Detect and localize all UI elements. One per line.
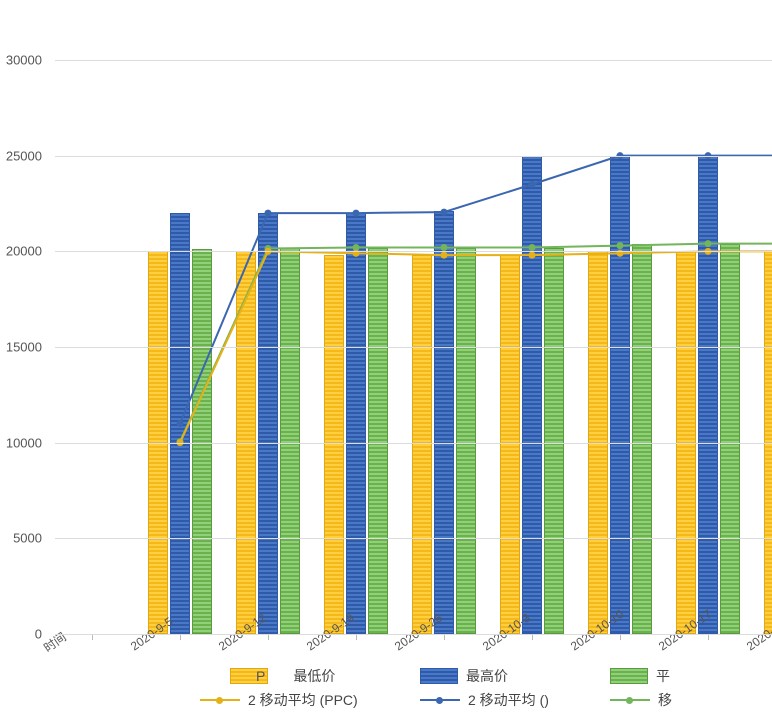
legend-item-low: P 最低价 <box>230 664 335 688</box>
legend-label-ma-high: 2 移动平均 () <box>468 690 549 710</box>
y-tick-label: 10000 <box>6 435 42 450</box>
legend-row-1: P 最低价 最高价 平 <box>190 664 772 688</box>
y-tick-label: 5000 <box>13 531 42 546</box>
y-tick-label: 25000 <box>6 148 42 163</box>
line-ma-avg-marker <box>529 244 536 251</box>
y-gridline <box>55 538 772 539</box>
line-ma-high <box>180 156 772 424</box>
line-ma-low-marker <box>529 252 536 259</box>
legend-label-low: 最低价 <box>293 666 335 686</box>
legend-label-high: 最高价 <box>466 666 508 686</box>
line-ma-low-marker <box>441 252 448 259</box>
y-gridline <box>55 156 772 157</box>
line-ma-high-marker <box>353 210 360 217</box>
price-chart: 时间2020-9-52020-9-122020-9-192020-9-26202… <box>0 0 772 714</box>
legend-line-ma-low <box>200 699 240 701</box>
y-tick-label: 15000 <box>6 340 42 355</box>
legend-label-ma-low: 2 移动平均 (PPC) <box>248 690 358 710</box>
y-tick-label: 20000 <box>6 244 42 259</box>
line-ma-high-marker <box>265 210 272 217</box>
legend-label-avg: 平 <box>656 666 670 686</box>
legend-item-ma-low: 2 移动平均 (PPC) <box>200 688 358 712</box>
legend-extra-low: P <box>256 668 265 684</box>
line-ma-avg <box>180 244 772 442</box>
y-gridline <box>55 60 772 61</box>
y-gridline <box>55 634 772 635</box>
legend-item-avg: 平 <box>610 664 670 688</box>
y-gridline <box>55 251 772 252</box>
legend-line-ma-high <box>420 699 460 701</box>
legend-swatch-high <box>420 668 458 684</box>
y-gridline <box>55 443 772 444</box>
legend-item-high: 最高价 <box>420 664 508 688</box>
y-tick-label: 30000 <box>6 53 42 68</box>
legend-swatch-avg <box>610 668 648 684</box>
legend-item-ma-avg: 移 <box>610 688 672 712</box>
y-tick-label: 0 <box>35 627 42 642</box>
legend-line-ma-avg <box>610 699 650 701</box>
y-gridline <box>55 347 772 348</box>
legend-row-2: 2 移动平均 (PPC) 2 移动平均 () 移 <box>190 688 772 712</box>
line-ma-avg-marker <box>617 242 624 249</box>
line-ma-avg-marker <box>441 244 448 251</box>
legend-item-ma-high: 2 移动平均 () <box>420 688 549 712</box>
legend: P 最低价 最高价 平 2 移动平均 (PPC) 2 移动平均 () <box>190 664 772 712</box>
line-ma-high-marker <box>177 420 184 427</box>
line-ma-high-marker <box>529 181 536 188</box>
legend-label-ma-avg: 移 <box>658 690 672 710</box>
line-ma-avg-marker <box>705 240 712 247</box>
line-ma-high-marker <box>441 209 448 216</box>
